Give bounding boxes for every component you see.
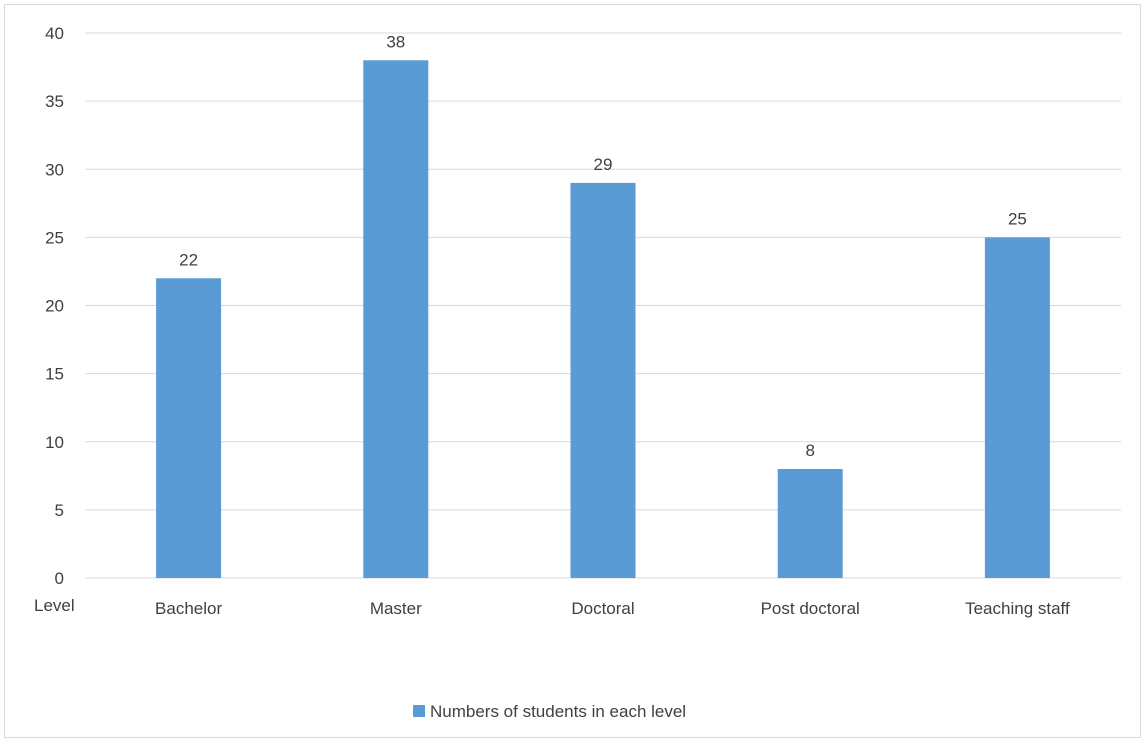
legend-label: Numbers of students in each level (430, 702, 686, 721)
bar (777, 469, 843, 578)
data-label: 38 (386, 32, 405, 51)
legend: Numbers of students in each level (413, 702, 686, 721)
y-tick-label: 40 (45, 24, 64, 43)
data-label: 25 (1008, 209, 1027, 228)
bars (156, 60, 1050, 578)
x-category-label: Teaching staff (965, 599, 1070, 618)
x-category-label: Bachelor (155, 599, 222, 618)
x-category-label: Post doctoral (761, 599, 860, 618)
y-tick-label: 15 (45, 365, 64, 384)
x-axis-title: Level (34, 596, 75, 615)
bar (363, 60, 429, 578)
data-label: 29 (594, 155, 613, 174)
data-label: 8 (805, 441, 814, 460)
y-tick-label: 25 (45, 228, 64, 247)
x-category-label: Doctoral (571, 599, 634, 618)
data-labels: 22 38 29 8 25 (179, 32, 1027, 460)
x-axis-categories: Bachelor Master Doctoral Post doctoral Teach… (155, 599, 1070, 618)
bar (984, 237, 1050, 578)
y-tick-label: 20 (45, 297, 64, 316)
x-category-label: Master (370, 599, 422, 618)
bar (156, 278, 222, 578)
y-tick-label: 5 (55, 501, 64, 520)
y-axis-ticks: 0 5 10 15 20 25 30 35 40 (45, 24, 64, 588)
data-label: 22 (179, 250, 198, 269)
gridlines (85, 32, 1121, 579)
y-tick-label: 10 (45, 433, 64, 452)
y-tick-label: 0 (55, 569, 64, 588)
y-tick-label: 35 (45, 92, 64, 111)
y-tick-label: 30 (45, 160, 64, 179)
legend-swatch (413, 705, 425, 717)
chart-frame (4, 4, 1141, 738)
bar (570, 182, 636, 578)
